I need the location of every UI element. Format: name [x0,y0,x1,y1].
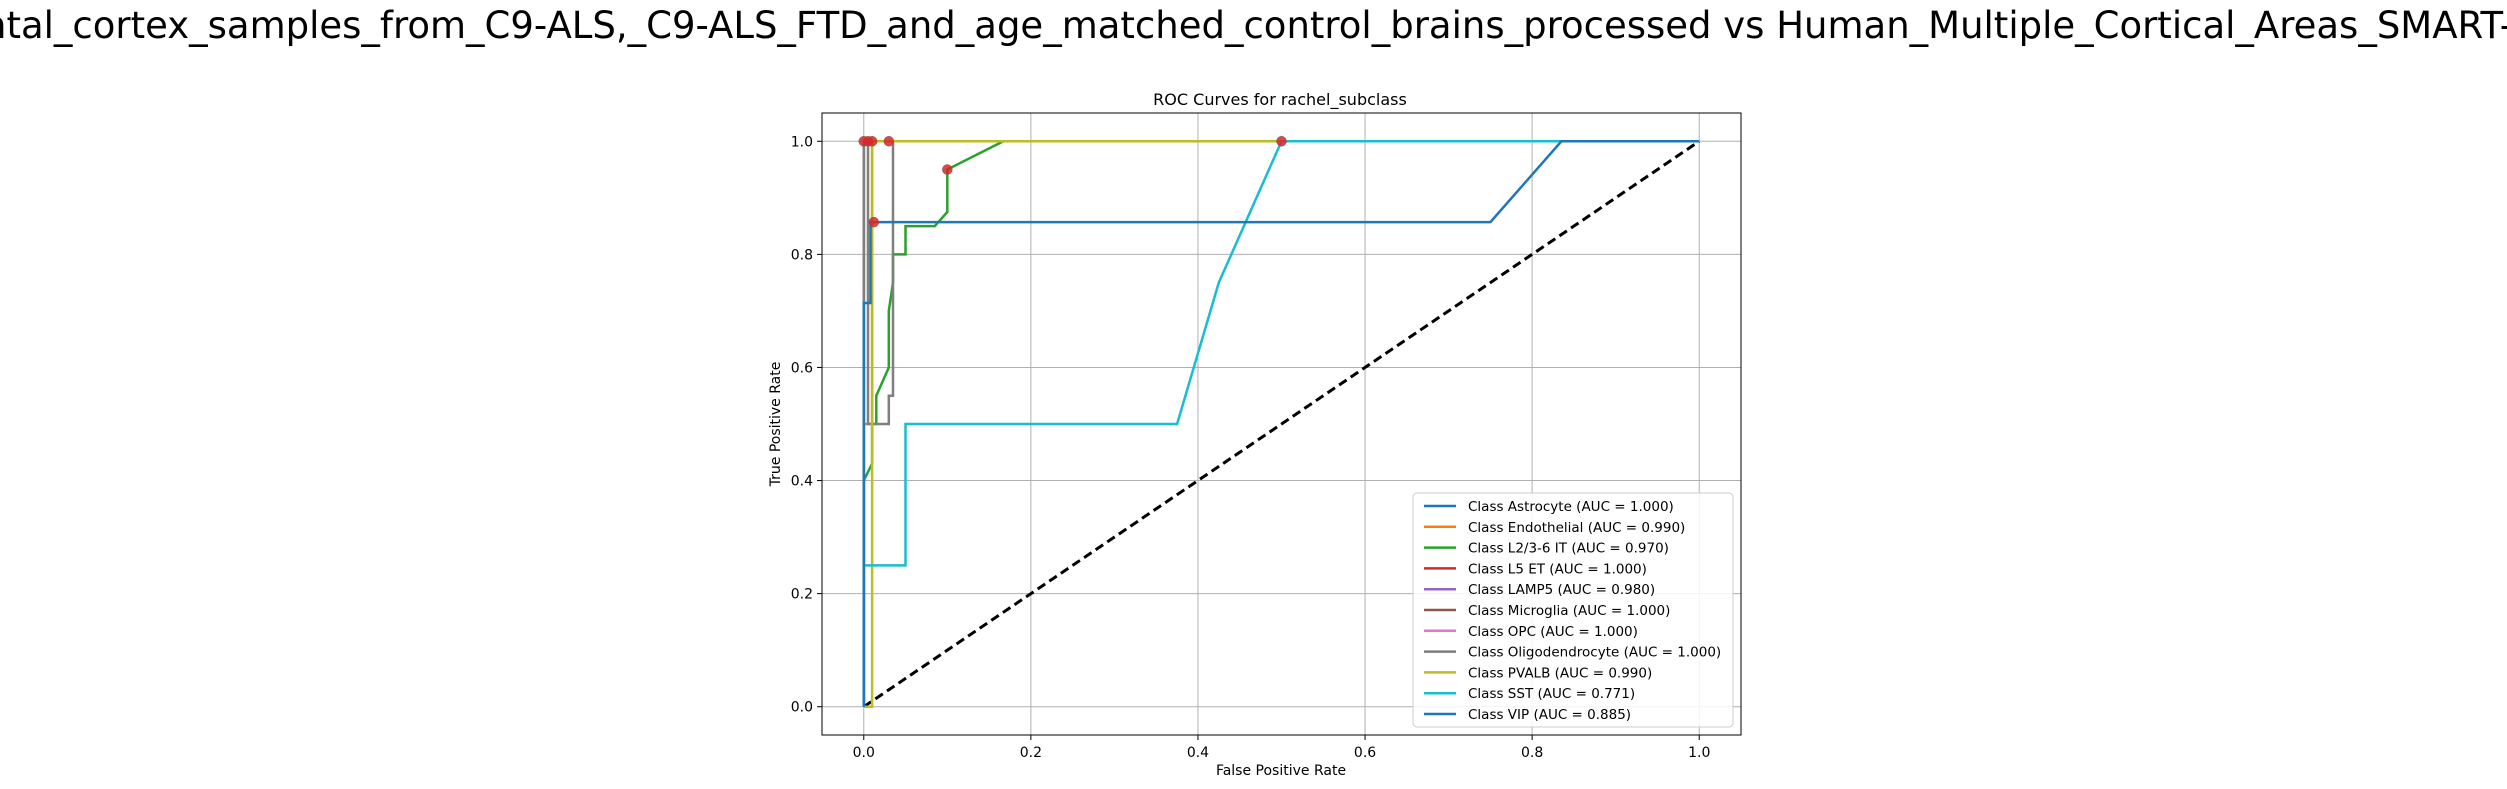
legend-label: Class VIP (AUC = 0.885) [1468,707,1631,723]
plot-frame [821,112,1742,736]
x-tick-label: 0.6 [1354,745,1376,761]
legend-label: Class L2/3-6 IT (AUC = 0.970) [1468,541,1669,557]
legend-label: Class Microglia (AUC = 1.000) [1468,603,1670,619]
optimal-point [868,216,880,228]
legend-label: Class Endothelial (AUC = 0.990) [1468,520,1685,536]
legend-label: Class SST (AUC = 0.771) [1468,686,1635,702]
chance-diagonal-line [862,140,1701,708]
y-axis-label: True Positive Rate [768,362,784,488]
figure-suptitle: Frontal_cortex_samples_from_C9-ALS,_C9-A… [0,4,2507,47]
x-tick-label: 0.8 [1521,745,1543,761]
legend-box [1412,492,1734,728]
y-tick-label: 0.2 [791,587,813,603]
x-tick-label: 0.4 [1187,745,1209,761]
y-tick-label: 0.0 [791,700,813,716]
y-tick-label: 0.6 [791,360,813,376]
legend-label: Class LAMP5 (AUC = 0.980) [1468,582,1655,598]
legend-label: Class Astrocyte (AUC = 1.000) [1468,499,1674,515]
legend-label: Class PVALB (AUC = 0.990) [1468,665,1652,681]
x-tick-label: 0.0 [853,745,875,761]
x-axis-label: False Positive Rate [1216,763,1346,779]
optimal-point [866,136,878,147]
y-tick-label: 1.0 [791,134,813,150]
optimal-point [942,164,953,175]
x-tick-label: 1.0 [1688,745,1710,761]
chance-diagonal [862,140,1701,708]
legend: Class Astrocyte (AUC = 1.000) Class Endot… [1412,492,1734,728]
legend-label: Class OPC (AUC = 1.000) [1468,624,1638,640]
roc-curve-9 [862,140,1700,707]
chart-title: ROC Curves for rachel_subclass [1153,90,1407,110]
legend-label: Class Oligodendrocyte (AUC = 1.000) [1468,645,1721,661]
legend-label: Class L5 ET (AUC = 1.000) [1468,561,1647,577]
optimal-point [1276,136,1287,147]
y-axis-ticks: 0.0 0.2 0.4 0.6 0.8 1.0 [791,134,822,716]
optimal-point [883,136,895,147]
x-axis-ticks: 0.0 0.2 0.4 0.6 0.8 1.0 [853,735,1710,761]
y-tick-label: 0.4 [791,474,813,490]
y-tick-label: 0.8 [791,247,813,263]
x-tick-label: 0.2 [1020,745,1042,761]
optimal-points [858,136,1287,228]
